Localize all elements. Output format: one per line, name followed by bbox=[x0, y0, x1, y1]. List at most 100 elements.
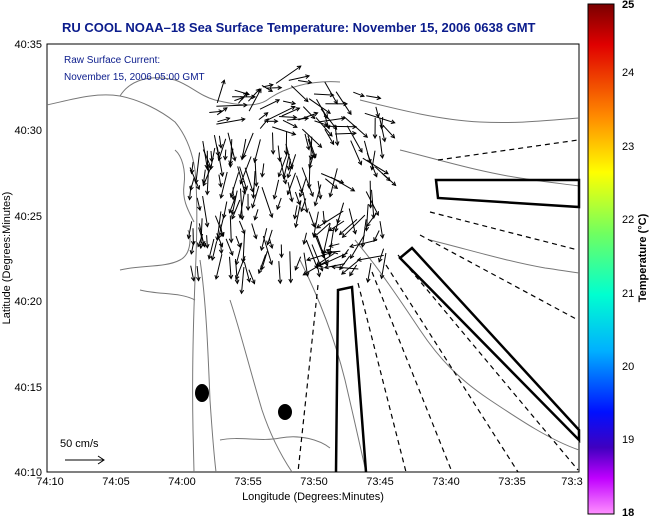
current-vector bbox=[273, 179, 280, 199]
map-title: RU COOL NOAA–18 Sea Surface Temperature:… bbox=[62, 20, 536, 35]
current-vector bbox=[300, 198, 307, 212]
current-vector-head bbox=[251, 279, 256, 285]
current-vector bbox=[301, 128, 322, 148]
x-tick-label: 73:40 bbox=[432, 476, 460, 488]
current-vector bbox=[209, 110, 223, 113]
current-vector-head bbox=[292, 114, 298, 120]
current-vector bbox=[229, 256, 232, 279]
current-vector bbox=[282, 119, 298, 128]
current-vector-head bbox=[230, 210, 236, 216]
current-vector bbox=[243, 261, 251, 283]
current-vector bbox=[229, 139, 233, 168]
current-vector bbox=[259, 118, 269, 129]
current-vector bbox=[308, 211, 315, 227]
current-vector bbox=[324, 263, 346, 269]
y-tick-label: 40:30 bbox=[14, 125, 42, 137]
current-vector-head bbox=[214, 274, 220, 280]
current-vector bbox=[349, 264, 358, 276]
current-vector bbox=[321, 250, 341, 254]
current-vector bbox=[287, 172, 296, 195]
current-vector-head bbox=[338, 230, 344, 236]
current-vector bbox=[382, 124, 395, 139]
x-tick-label: 73:45 bbox=[366, 476, 394, 488]
current-vector bbox=[298, 80, 312, 84]
current-vector-head bbox=[359, 92, 365, 98]
current-vector bbox=[311, 244, 323, 271]
current-vector-head bbox=[268, 213, 274, 219]
current-vector bbox=[299, 177, 307, 197]
current-vector bbox=[191, 161, 194, 174]
current-vector bbox=[251, 223, 257, 239]
legend-line-1: Raw Surface Current: bbox=[64, 55, 160, 66]
current-vector-head bbox=[286, 190, 292, 196]
current-vector-head bbox=[228, 160, 233, 166]
current-vector bbox=[254, 139, 261, 163]
current-vector-head bbox=[279, 253, 284, 259]
current-vector-head bbox=[349, 243, 355, 249]
current-vector bbox=[328, 228, 335, 256]
current-vector bbox=[202, 149, 212, 169]
current-vector bbox=[326, 249, 339, 255]
current-vector bbox=[242, 132, 254, 158]
current-vector bbox=[187, 221, 193, 239]
current-vector-head bbox=[229, 251, 234, 256]
current-vector-head bbox=[289, 164, 294, 170]
current-vector-head bbox=[277, 157, 282, 163]
colorbar-tick-label: 23 bbox=[622, 141, 634, 153]
current-vector-head bbox=[253, 234, 258, 240]
current-vector-head bbox=[218, 109, 224, 114]
current-vector bbox=[373, 230, 380, 242]
current-vector bbox=[343, 115, 368, 138]
current-vector bbox=[281, 107, 300, 117]
current-vector-head bbox=[197, 242, 202, 248]
current-vector-head bbox=[286, 173, 292, 179]
current-vector bbox=[203, 169, 206, 184]
current-vector-head bbox=[367, 158, 372, 164]
beam-2 bbox=[357, 282, 407, 473]
current-vector-head bbox=[240, 258, 246, 264]
current-vector bbox=[272, 126, 296, 135]
colorbar-ticks: 25 24 23 22 21 20 19 18 Temperature (°C) bbox=[622, 0, 649, 518]
current-vector bbox=[367, 263, 372, 283]
current-vector-head bbox=[197, 206, 202, 212]
current-vector bbox=[196, 197, 201, 211]
current-vector-head bbox=[378, 257, 383, 263]
current-vector-head bbox=[304, 208, 309, 214]
current-vector bbox=[238, 220, 246, 234]
current-vector bbox=[350, 234, 365, 259]
current-vector bbox=[307, 135, 317, 158]
depth-contour-8 bbox=[119, 229, 191, 271]
current-vector-head bbox=[273, 118, 279, 124]
depth-contour-9 bbox=[139, 289, 196, 301]
current-vector-head bbox=[321, 219, 327, 225]
beam-6 bbox=[419, 234, 579, 321]
current-vector-head bbox=[305, 74, 311, 79]
current-vector-head bbox=[218, 249, 224, 255]
current-vector-head bbox=[386, 176, 391, 182]
current-vector bbox=[278, 261, 281, 284]
current-vector-head bbox=[230, 195, 236, 201]
current-vector-head bbox=[245, 206, 251, 212]
current-vector bbox=[321, 173, 344, 184]
current-vector bbox=[302, 192, 308, 213]
current-vector-head bbox=[308, 155, 314, 161]
current-vector bbox=[288, 75, 310, 81]
y-tick-label: 40:15 bbox=[14, 382, 42, 394]
current-vector bbox=[375, 106, 379, 118]
current-vector-head bbox=[205, 166, 210, 171]
current-vector-head bbox=[313, 201, 319, 207]
current-vector bbox=[216, 118, 245, 125]
current-vector-head bbox=[282, 174, 287, 180]
current-vector-head bbox=[201, 242, 207, 248]
current-vector-head bbox=[223, 155, 228, 161]
current-vector-head bbox=[268, 87, 274, 92]
current-vector-head bbox=[244, 91, 250, 96]
y-tick-label: 40:25 bbox=[14, 211, 42, 223]
current-vector bbox=[195, 152, 200, 184]
current-vector-head bbox=[243, 185, 248, 191]
x-tick-label: 73:50 bbox=[300, 476, 328, 488]
current-vector-head bbox=[276, 205, 281, 211]
x-tick-label: 74:00 bbox=[168, 476, 196, 488]
current-vector-head bbox=[193, 179, 199, 185]
